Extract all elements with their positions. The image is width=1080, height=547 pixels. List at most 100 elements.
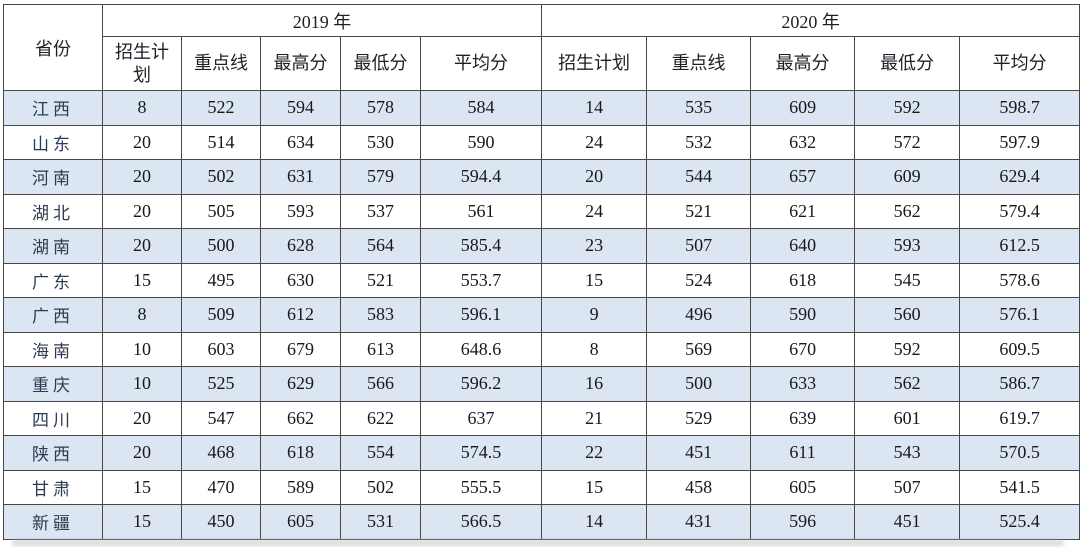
table-row: 新疆 15 450 605 531 566.5 14 431 596 451 525.4 — [3, 504, 1080, 540]
score-cell: 679 — [260, 331, 341, 367]
province-cell: 山东 — [3, 124, 103, 160]
score-cell: 496 — [646, 297, 752, 333]
score-cell: 23 — [541, 228, 648, 264]
score-cell: 630 — [260, 262, 341, 298]
score-cell: 20 — [102, 435, 182, 471]
score-cell: 613 — [340, 331, 421, 367]
score-cell: 8 — [541, 331, 648, 367]
score-cell: 507 — [854, 469, 961, 505]
score-cell: 524 — [646, 262, 752, 298]
score-cell: 554 — [340, 435, 421, 471]
header-2020-average-score: 平均分 — [959, 36, 1080, 91]
score-cell: 589 — [260, 469, 341, 505]
score-cell: 593 — [854, 228, 961, 264]
score-cell: 468 — [181, 435, 261, 471]
score-cell: 576.1 — [959, 297, 1080, 333]
province-cell: 新疆 — [3, 504, 103, 540]
score-cell: 590 — [419, 124, 543, 160]
score-cell: 20 — [102, 159, 182, 195]
score-cell: 562 — [854, 366, 961, 402]
table-row: 四川 20 547 662 622 637 21 529 639 601 619.7 — [3, 400, 1080, 436]
score-cell: 612 — [260, 297, 341, 333]
score-cell: 662 — [260, 400, 341, 436]
province-cell: 四川 — [3, 400, 103, 436]
score-cell: 10 — [102, 331, 182, 367]
score-cell: 15 — [541, 469, 648, 505]
score-cell: 592 — [854, 331, 961, 367]
score-cell: 20 — [102, 400, 182, 436]
score-cell: 574.5 — [419, 435, 543, 471]
score-cell: 637 — [419, 400, 543, 436]
score-cell: 431 — [646, 504, 752, 540]
score-cell: 585.4 — [419, 228, 543, 264]
score-cell: 521 — [340, 262, 421, 298]
score-cell: 521 — [646, 193, 752, 229]
score-cell: 514 — [181, 124, 261, 160]
score-cell: 629 — [260, 366, 341, 402]
score-cell: 543 — [854, 435, 961, 471]
cropped-next-row-remnant — [12, 540, 1064, 546]
table-row: 江西 8 522 594 578 584 14 535 609 592 598.7 — [3, 90, 1080, 126]
header-2019-highest-score: 最高分 — [260, 36, 341, 91]
score-cell: 578.6 — [959, 262, 1080, 298]
score-cell: 596 — [750, 504, 856, 540]
score-cell: 618 — [750, 262, 856, 298]
score-cell: 590 — [750, 297, 856, 333]
score-cell: 531 — [340, 504, 421, 540]
header-2020-highest-score: 最高分 — [750, 36, 856, 91]
province-cell: 广东 — [3, 262, 103, 298]
score-cell: 601 — [854, 400, 961, 436]
score-cell: 500 — [181, 228, 261, 264]
score-cell: 596.2 — [419, 366, 543, 402]
table-row: 重庆 10 525 629 566 596.2 16 500 633 562 586.7 — [3, 366, 1080, 402]
score-cell: 579.4 — [959, 193, 1080, 229]
score-cell: 450 — [181, 504, 261, 540]
score-cell: 596.1 — [419, 297, 543, 333]
score-cell: 605 — [260, 504, 341, 540]
header-2019-enrollment-plan: 招生计划 — [102, 36, 182, 91]
table-header: 省份 2019 年 2020 年 招生计划 重点线 最高分 最低分 平均分 招生… — [3, 4, 1080, 91]
score-cell: 622 — [340, 400, 421, 436]
score-cell: 541.5 — [959, 469, 1080, 505]
score-cell: 628 — [260, 228, 341, 264]
score-cell: 594.4 — [419, 159, 543, 195]
score-cell: 594 — [260, 90, 341, 126]
score-cell: 500 — [646, 366, 752, 402]
province-cell: 陕西 — [3, 435, 103, 471]
table-row: 河南 20 502 631 579 594.4 20 544 657 609 629.4 — [3, 159, 1080, 195]
score-cell: 502 — [181, 159, 261, 195]
score-cell: 631 — [260, 159, 341, 195]
score-cell: 629.4 — [959, 159, 1080, 195]
header-2020-enrollment-plan: 招生计划 — [541, 36, 648, 91]
year-group-2019: 2019 年 — [101, 4, 543, 37]
score-cell: 10 — [102, 366, 182, 402]
score-cell: 24 — [541, 193, 648, 229]
score-cell: 609.5 — [959, 331, 1080, 367]
score-cell: 9 — [541, 297, 648, 333]
score-cell: 586.7 — [959, 366, 1080, 402]
score-cell: 458 — [646, 469, 752, 505]
score-cell: 544 — [646, 159, 752, 195]
province-cell: 湖南 — [3, 228, 103, 264]
header-2020-key-line: 重点线 — [646, 36, 752, 91]
score-cell: 522 — [181, 90, 261, 126]
score-cell: 611 — [750, 435, 856, 471]
province-cell: 甘肃 — [3, 469, 103, 505]
year-header-row: 省份 2019 年 2020 年 — [3, 4, 1080, 91]
score-cell: 605 — [750, 469, 856, 505]
score-cell: 612.5 — [959, 228, 1080, 264]
score-cell: 583 — [340, 297, 421, 333]
score-cell: 639 — [750, 400, 856, 436]
province-cell: 湖北 — [3, 193, 103, 229]
score-cell: 648.6 — [419, 331, 543, 367]
table-row: 山东 20 514 634 530 590 24 532 632 572 597.9 — [3, 124, 1080, 160]
column-header-row: 招生计划 重点线 最高分 最低分 平均分 招生计划 重点线 最高分 最低分 平均… — [4, 36, 1080, 91]
score-cell: 566.5 — [419, 504, 543, 540]
header-2019-average-score: 平均分 — [419, 36, 543, 91]
year-group-2020: 2020 年 — [541, 4, 1080, 37]
score-cell: 20 — [541, 159, 648, 195]
score-cell: 16 — [541, 366, 648, 402]
province-cell: 广西 — [3, 297, 103, 333]
score-cell: 597.9 — [959, 124, 1080, 160]
